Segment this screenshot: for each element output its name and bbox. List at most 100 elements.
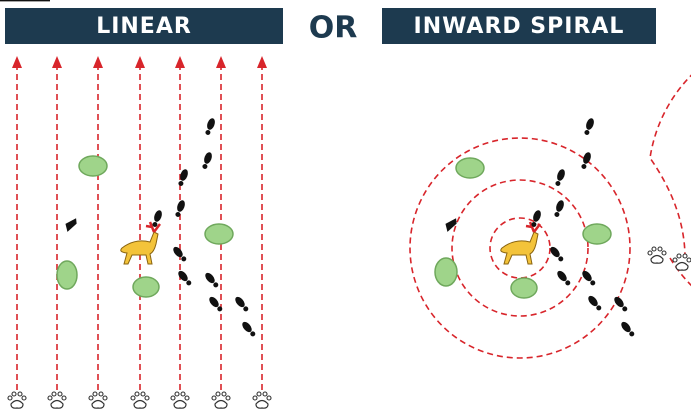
paw-print xyxy=(89,392,107,408)
paw-toe xyxy=(18,392,22,396)
paw-toe xyxy=(131,396,135,400)
paw-toe xyxy=(62,396,66,400)
bush xyxy=(79,156,107,176)
footprint xyxy=(555,269,572,287)
footprint-heel xyxy=(581,163,587,169)
footprint-heel xyxy=(555,180,561,186)
rifle-stock xyxy=(64,218,80,232)
bush xyxy=(133,277,159,297)
footprint-sole xyxy=(176,199,187,213)
or-text: OR xyxy=(309,11,358,46)
paw-toe xyxy=(135,392,139,396)
paw-toe xyxy=(103,396,107,400)
paw-pad xyxy=(651,256,663,264)
paw-pad xyxy=(51,401,63,409)
footprint xyxy=(583,117,596,136)
paw-toe xyxy=(185,396,189,400)
footprint xyxy=(612,295,629,313)
paw-toe xyxy=(263,392,267,396)
paw-toe xyxy=(683,254,687,258)
footprint-sole xyxy=(556,168,567,182)
footprint-heel xyxy=(202,163,208,169)
footprint xyxy=(233,295,250,313)
paw-print xyxy=(648,247,666,263)
footprint xyxy=(174,199,187,218)
paw-toe xyxy=(22,396,26,400)
paw-toe xyxy=(8,396,12,400)
paw-print xyxy=(131,392,149,408)
paw-print xyxy=(48,392,66,408)
footprint xyxy=(580,151,593,170)
paw-toe xyxy=(662,251,666,255)
paw-toe xyxy=(58,392,62,396)
paw-toe xyxy=(48,396,52,400)
footprint-sole xyxy=(203,151,214,165)
bush xyxy=(205,224,233,244)
paw-toe xyxy=(267,396,271,400)
bush xyxy=(57,261,77,289)
arrow-head xyxy=(257,56,267,68)
paw-toe xyxy=(677,254,681,258)
footprint-sole xyxy=(206,117,217,131)
paw-pad xyxy=(676,263,688,271)
paw-toe xyxy=(89,396,93,400)
paw-print xyxy=(253,392,271,408)
paw-toe xyxy=(175,392,179,396)
paw-toe xyxy=(141,392,145,396)
arrow-head xyxy=(93,56,103,68)
paw-toe xyxy=(226,396,230,400)
paw-toe xyxy=(652,247,656,251)
paw-toe xyxy=(648,251,652,255)
bush xyxy=(511,278,537,298)
arrow-head xyxy=(52,56,62,68)
footprint-heel xyxy=(205,129,211,135)
paw-toe xyxy=(212,396,216,400)
footprint-heel xyxy=(554,211,560,217)
footprint xyxy=(548,245,565,263)
bush xyxy=(435,258,457,286)
paw-print xyxy=(8,392,26,408)
footprint xyxy=(151,209,164,228)
left-title: LINEAR xyxy=(96,14,192,39)
paw-pad xyxy=(11,401,23,409)
paw-toe xyxy=(658,247,662,251)
paw-toe xyxy=(12,392,16,396)
paw-pad xyxy=(215,401,227,409)
paw-toe xyxy=(253,396,257,400)
deer xyxy=(501,222,540,264)
footprint xyxy=(586,294,603,312)
footprint xyxy=(176,269,193,287)
footprint xyxy=(177,168,190,187)
paw-pad xyxy=(256,401,268,409)
deer-body xyxy=(501,232,538,264)
arrow-head xyxy=(216,56,226,68)
footprint-sole xyxy=(153,209,164,223)
paw-toe xyxy=(99,392,103,396)
footprint-sole xyxy=(555,199,566,213)
footprint xyxy=(240,320,257,338)
paw-toe xyxy=(222,392,226,396)
paw-print xyxy=(212,392,230,408)
footprint xyxy=(201,151,214,170)
diagram: LINEAR OR INWARD SPIRAL xyxy=(0,0,691,414)
footprint xyxy=(553,199,566,218)
paw-toe xyxy=(52,392,56,396)
paw-print xyxy=(171,392,189,408)
paw-toe xyxy=(216,392,220,396)
paw-toe xyxy=(93,392,97,396)
footprint xyxy=(619,320,636,338)
rifle xyxy=(64,218,80,232)
footprint-sole xyxy=(585,117,596,131)
paw-toe xyxy=(687,258,691,262)
paw-pad xyxy=(174,401,186,409)
arrow-head xyxy=(12,56,22,68)
paw-pad xyxy=(92,401,104,409)
bush xyxy=(456,158,484,178)
arrow-head xyxy=(135,56,145,68)
footprint-heel xyxy=(584,129,590,135)
footprint xyxy=(204,117,217,136)
arrow-head xyxy=(175,56,185,68)
paw-print xyxy=(673,254,691,270)
footprint-heel xyxy=(178,180,184,186)
paw-toe xyxy=(673,258,677,262)
